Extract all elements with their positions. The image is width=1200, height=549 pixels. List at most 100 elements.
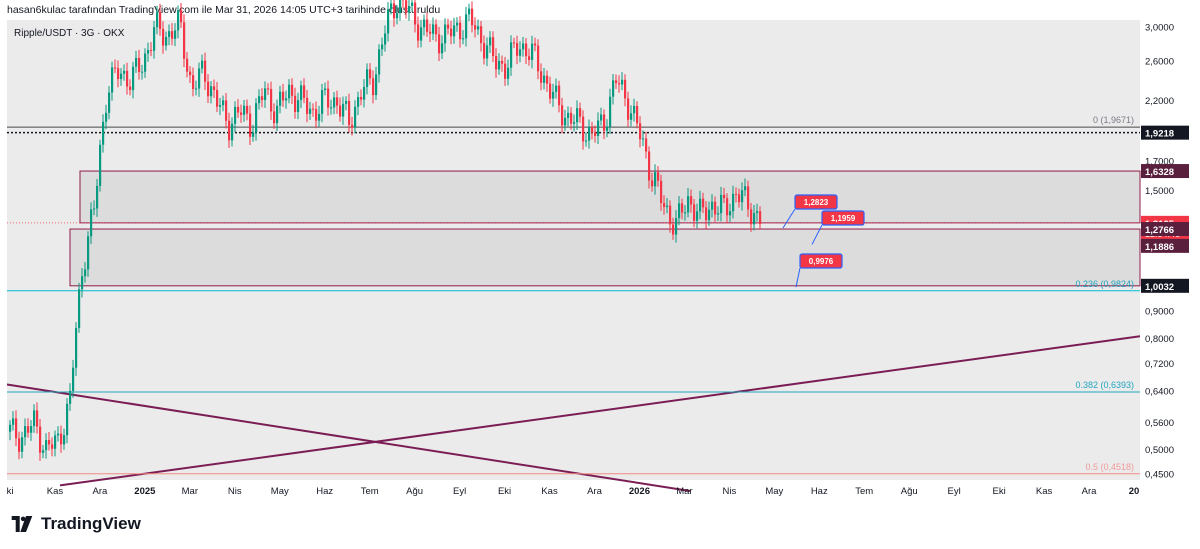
- candle-body: [126, 70, 129, 87]
- candle-body: [99, 144, 102, 186]
- time-tick: Mar: [676, 486, 692, 497]
- tradingview-logo: TradingView: [9, 514, 141, 534]
- candle-body: [180, 10, 183, 23]
- candle-body: [303, 85, 306, 98]
- candle-body: [546, 75, 549, 84]
- candle-body: [681, 203, 684, 213]
- candle-body: [723, 194, 726, 199]
- time-tick: ki: [7, 486, 14, 497]
- candle-body: [282, 91, 285, 101]
- time-axis: ki Kas Ara 2025 Mar Nis May Haz Tem Ağu Eyl Eki Kas A…: [7, 486, 1140, 497]
- candle-body: [285, 98, 288, 101]
- candle-body: [90, 209, 93, 237]
- candle-body: [474, 25, 477, 30]
- candle-body: [714, 201, 717, 215]
- candle-body: [552, 91, 555, 99]
- price-tick: 1,5000: [1145, 186, 1174, 197]
- candle-body: [684, 212, 687, 214]
- callout-box: [799, 253, 843, 269]
- candle-body: [306, 97, 309, 114]
- candle-body: [555, 85, 558, 92]
- candle-body: [426, 19, 429, 32]
- candle-body: [600, 114, 603, 121]
- candle-body: [633, 105, 636, 114]
- candle-body: [93, 208, 96, 210]
- candle-body: [507, 67, 510, 79]
- candle-body: [237, 106, 240, 113]
- candle-body: [609, 96, 612, 127]
- ascending-trendline: [59, 335, 1141, 487]
- candle-body: [69, 390, 72, 404]
- candle-body: [585, 140, 588, 142]
- dotted-level-tag: [1141, 125, 1189, 140]
- candle-body: [588, 126, 591, 141]
- candle-body: [525, 43, 528, 57]
- price-tick: 2,2000: [1145, 96, 1174, 107]
- price-tick: 0,5000: [1145, 445, 1174, 456]
- candle-body: [33, 410, 36, 427]
- candle-body: [105, 112, 108, 122]
- candle-body: [333, 97, 336, 108]
- candle-body: [231, 123, 234, 141]
- candle-body: [183, 22, 186, 59]
- candle-body: [339, 105, 342, 117]
- candle-body: [612, 80, 615, 97]
- candle-body: [747, 186, 750, 210]
- candle-body: [486, 45, 489, 59]
- candle-body: [132, 66, 135, 91]
- candle-body: [618, 83, 621, 85]
- candle-body: [357, 97, 360, 107]
- candle-body: [630, 113, 633, 120]
- candle-body: [537, 45, 540, 72]
- time-tick: 2025: [134, 486, 156, 497]
- candle-body: [435, 24, 438, 35]
- candle-body: [417, 24, 420, 41]
- dotted-level-text: 1,9218: [1145, 129, 1174, 140]
- time-tick: Eki: [498, 486, 511, 497]
- candle-body: [15, 418, 18, 439]
- candle-body: [297, 100, 300, 113]
- candle-body: [741, 190, 744, 203]
- brand-name: TradingView: [41, 514, 141, 533]
- candle-body: [561, 105, 564, 126]
- candle-body: [489, 37, 492, 46]
- candle-body: [660, 180, 663, 204]
- candle-body: [135, 57, 138, 67]
- candle-body: [300, 85, 303, 101]
- candle-body: [669, 205, 672, 225]
- candle-body: [462, 38, 465, 40]
- candle-body: [690, 196, 693, 205]
- candle-body: [177, 10, 180, 31]
- candle-body: [9, 424, 12, 432]
- candle-body: [342, 103, 345, 117]
- candle-body: [138, 57, 141, 73]
- candle-body: [120, 73, 123, 80]
- candle-body: [735, 193, 738, 195]
- price-tick: 0,4500: [1145, 470, 1174, 481]
- candle-body: [249, 113, 252, 137]
- callout-pointer: [795, 267, 801, 288]
- candle-body: [39, 426, 42, 453]
- time-tick: May: [765, 486, 783, 497]
- candle-body: [372, 78, 375, 96]
- candle-body: [729, 211, 732, 216]
- callout-label: 1,1959: [831, 214, 856, 223]
- candle-body: [570, 112, 573, 124]
- candle-body: [501, 60, 504, 64]
- candle-body: [354, 106, 357, 128]
- candle-body: [378, 49, 381, 75]
- candle-body: [42, 450, 45, 453]
- price-tick: 0,6400: [1145, 387, 1174, 398]
- candle-body: [597, 120, 600, 136]
- candle-body: [312, 108, 315, 110]
- candle-body: [255, 103, 258, 133]
- candle-body: [573, 122, 576, 124]
- candle-body: [672, 224, 675, 235]
- candle-body: [36, 410, 39, 427]
- candle-body: [270, 89, 273, 112]
- candle-body: [687, 196, 690, 213]
- candle-body: [63, 435, 66, 445]
- candle-body: [411, 2, 414, 6]
- zone-upper: [79, 170, 1141, 224]
